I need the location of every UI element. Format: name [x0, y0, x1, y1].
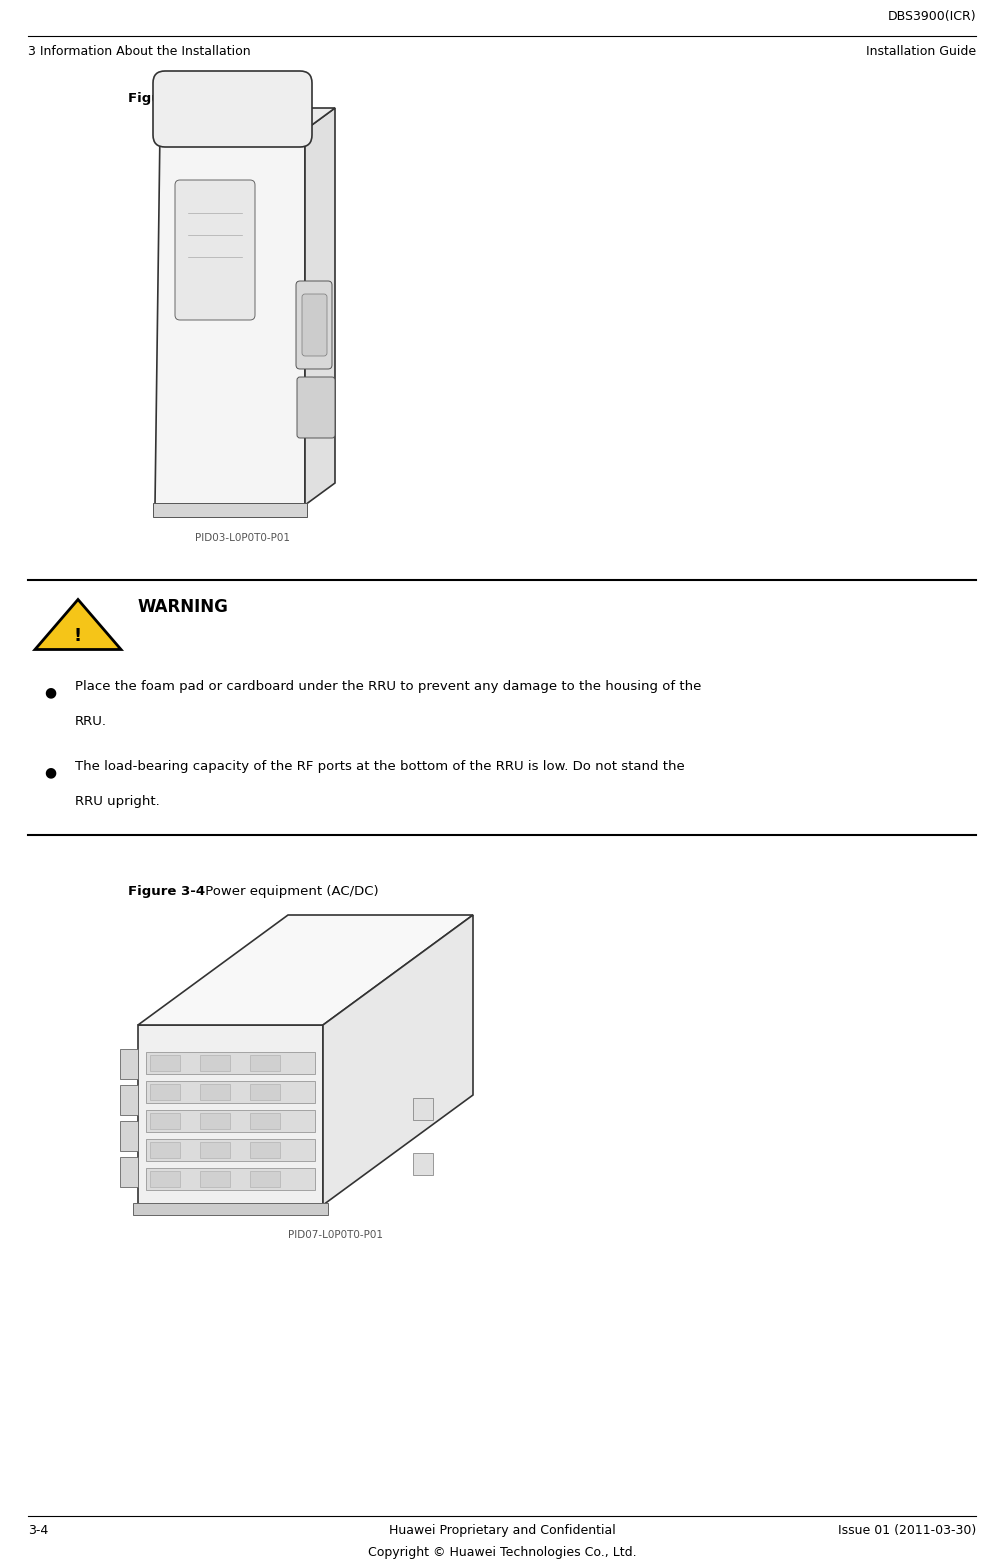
Bar — [120, 1157, 137, 1187]
Bar — [200, 1084, 230, 1099]
Bar — [145, 1168, 315, 1190]
FancyBboxPatch shape — [296, 280, 332, 370]
Bar — [250, 1055, 280, 1071]
Text: ●: ● — [44, 684, 56, 698]
Bar — [120, 1049, 137, 1079]
Text: Copyright © Huawei Technologies Co., Ltd.: Copyright © Huawei Technologies Co., Ltd… — [367, 1546, 636, 1560]
Bar — [412, 1153, 432, 1174]
Text: Power equipment (AC/DC): Power equipment (AC/DC) — [201, 885, 378, 897]
Text: Issue 01 (2011-03-30): Issue 01 (2011-03-30) — [837, 1524, 975, 1536]
Text: !: ! — [74, 626, 82, 645]
Bar — [132, 1203, 328, 1215]
Polygon shape — [159, 108, 335, 130]
Text: The load-bearing capacity of the RF ports at the bottom of the RRU is low. Do no: The load-bearing capacity of the RF port… — [75, 760, 684, 774]
Bar — [200, 1171, 230, 1187]
Bar — [250, 1171, 280, 1187]
Bar — [145, 1052, 315, 1074]
Bar — [200, 1142, 230, 1157]
FancyBboxPatch shape — [302, 294, 327, 355]
Polygon shape — [137, 1026, 323, 1204]
Bar — [250, 1084, 280, 1099]
Text: Figure 3-3: Figure 3-3 — [127, 92, 205, 105]
FancyBboxPatch shape — [297, 377, 335, 438]
Text: RRU.: RRU. — [75, 716, 107, 728]
Bar — [412, 1098, 432, 1120]
Text: ●: ● — [44, 766, 56, 778]
Polygon shape — [137, 915, 472, 1026]
Text: Installation Guide: Installation Guide — [865, 45, 975, 58]
Text: 3-4: 3-4 — [28, 1524, 48, 1536]
Text: DBS3900(ICR): DBS3900(ICR) — [887, 9, 975, 23]
Polygon shape — [154, 130, 305, 504]
Bar — [250, 1113, 280, 1129]
Text: RRU: RRU — [203, 92, 235, 105]
Polygon shape — [323, 915, 472, 1204]
Text: Huawei Proprietary and Confidential: Huawei Proprietary and Confidential — [388, 1524, 615, 1536]
Bar — [145, 1138, 315, 1160]
Bar — [200, 1113, 230, 1129]
Bar — [120, 1085, 137, 1115]
Polygon shape — [305, 108, 335, 504]
Bar — [149, 1055, 180, 1071]
Bar — [145, 1081, 315, 1102]
Text: PID03-L0P0T0-P01: PID03-L0P0T0-P01 — [195, 532, 290, 543]
Polygon shape — [35, 600, 121, 650]
FancyBboxPatch shape — [175, 180, 255, 319]
Bar — [149, 1113, 180, 1129]
FancyBboxPatch shape — [152, 70, 312, 147]
Bar — [149, 1142, 180, 1157]
Bar — [250, 1142, 280, 1157]
Text: Figure 3-4: Figure 3-4 — [127, 885, 205, 897]
Bar — [149, 1084, 180, 1099]
Bar — [145, 1110, 315, 1132]
Bar — [120, 1121, 137, 1151]
Text: RRU upright.: RRU upright. — [75, 796, 159, 808]
FancyBboxPatch shape — [152, 503, 307, 517]
Text: 3 Information About the Installation: 3 Information About the Installation — [28, 45, 251, 58]
Text: PID07-L0P0T0-P01: PID07-L0P0T0-P01 — [288, 1229, 382, 1240]
Bar — [149, 1171, 180, 1187]
Bar — [200, 1055, 230, 1071]
Text: Place the foam pad or cardboard under the RRU to prevent any damage to the housi: Place the foam pad or cardboard under th… — [75, 680, 701, 694]
Text: WARNING: WARNING — [137, 598, 229, 615]
